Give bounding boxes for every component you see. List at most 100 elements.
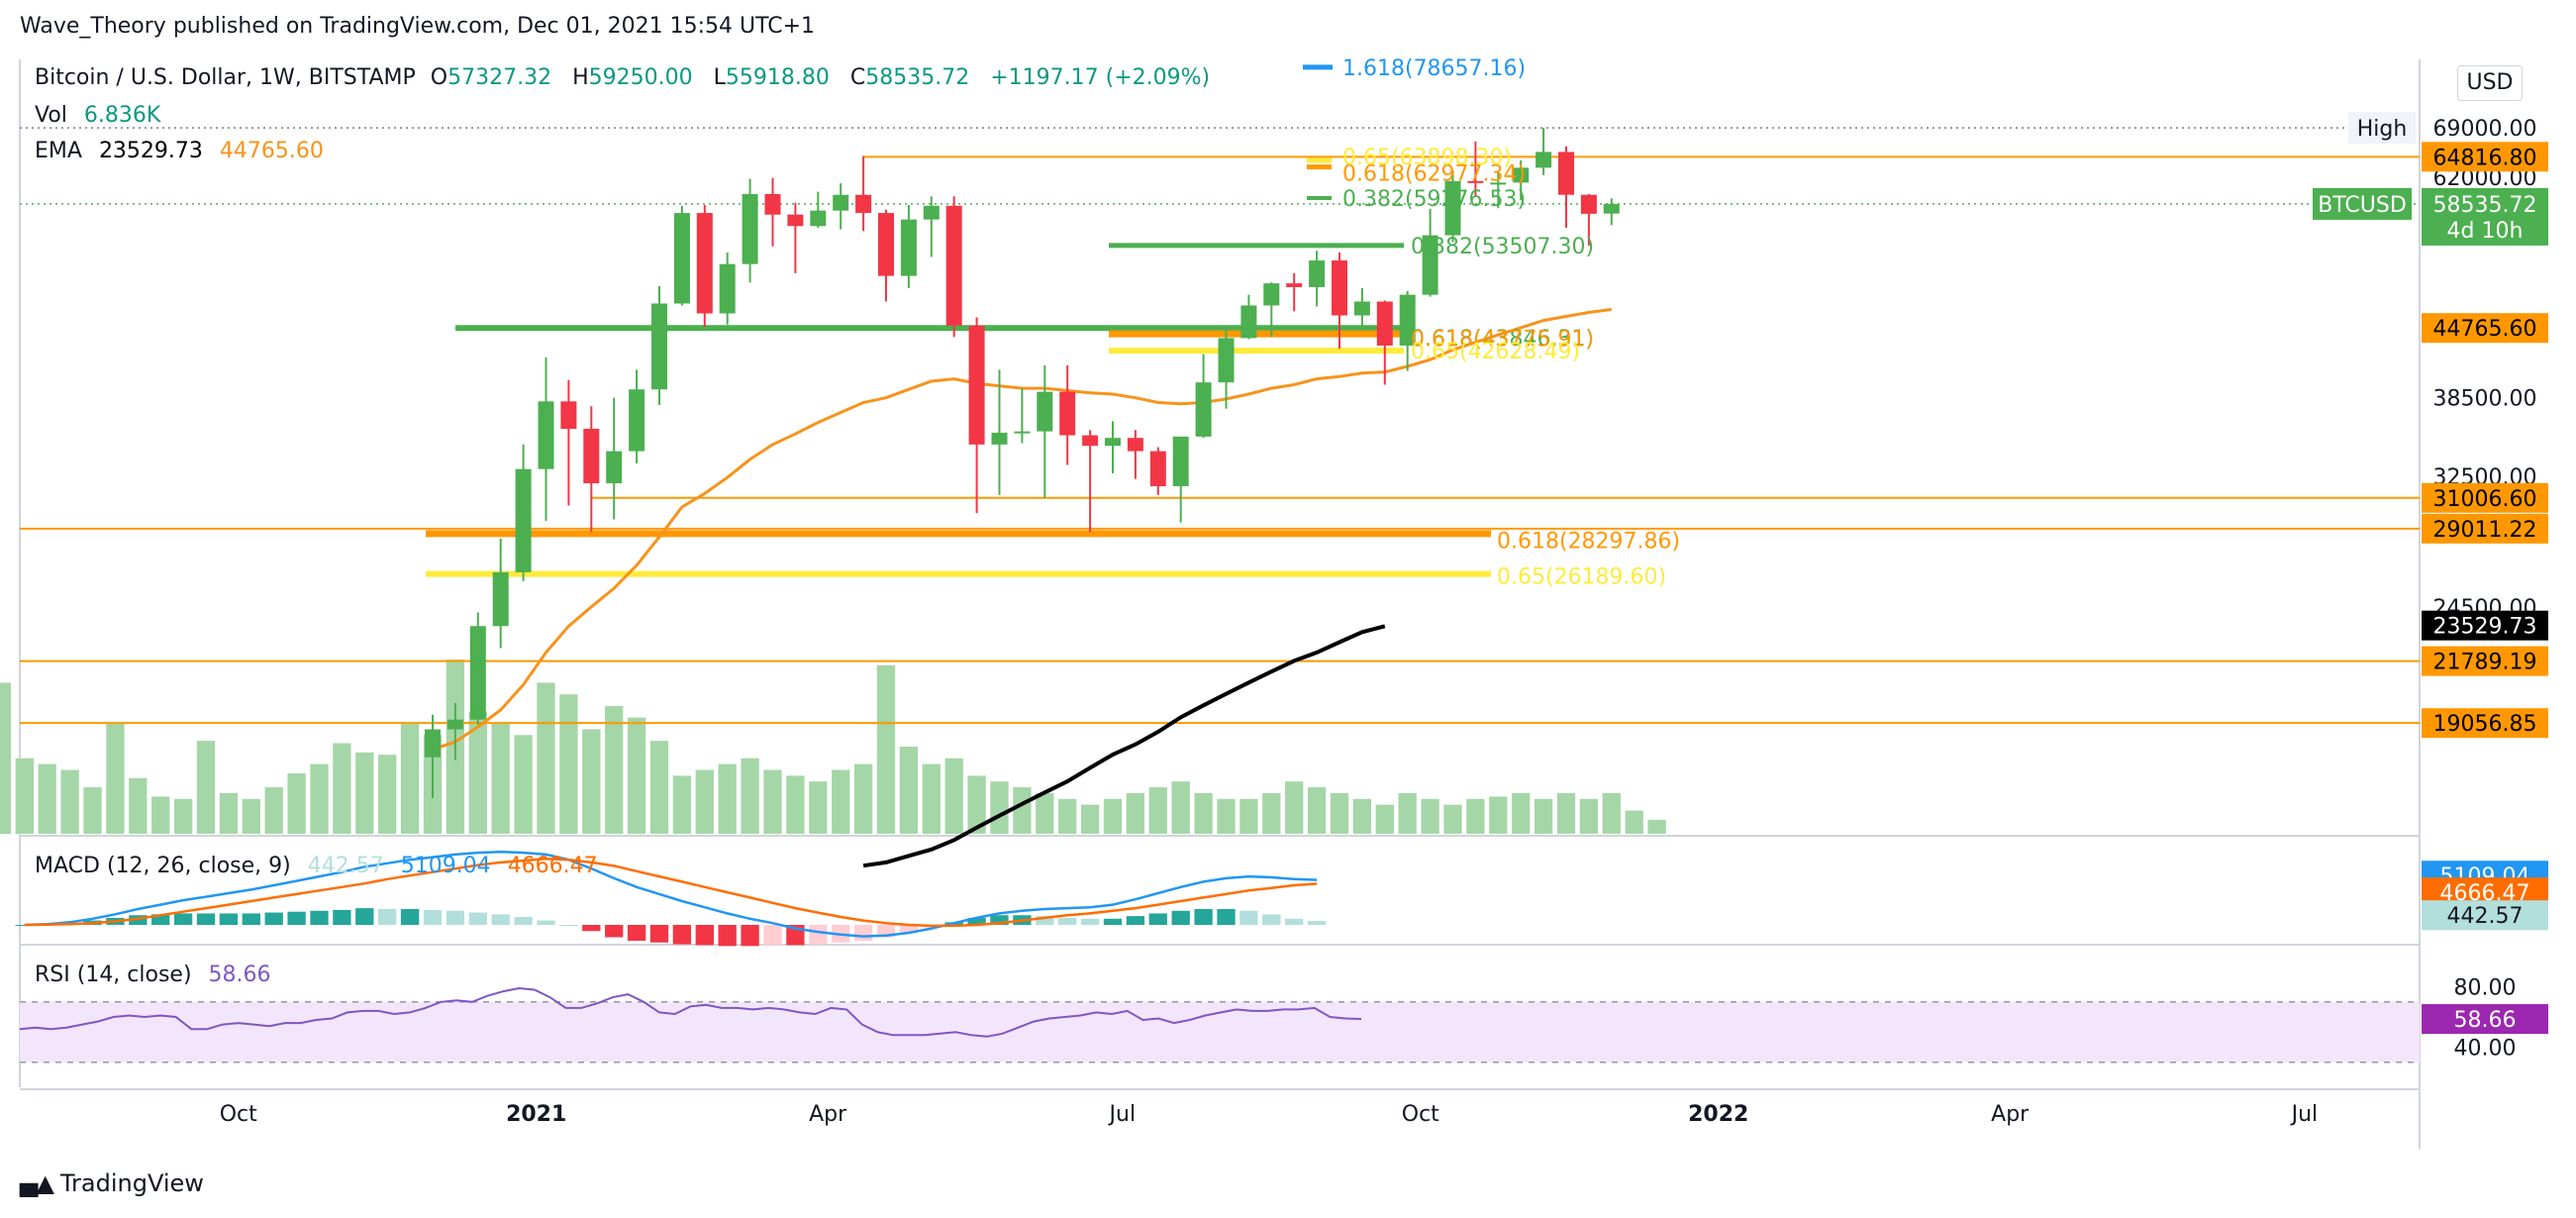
- volume-bar: [763, 769, 782, 834]
- volume-bar: [1036, 792, 1054, 834]
- ema-label[interactable]: EMA: [35, 139, 82, 163]
- macd-histogram-bar: [310, 910, 329, 925]
- high-tag-bg: [2348, 112, 2416, 145]
- candle-body: [1332, 260, 1347, 316]
- x-axis-tick-label: Apr: [809, 1102, 847, 1127]
- high-label: H: [572, 65, 589, 90]
- rsi-label[interactable]: RSI (14, close): [35, 963, 192, 987]
- price-tag-21789: 21789.19: [2433, 651, 2537, 675]
- vol-label[interactable]: Vol: [35, 103, 67, 128]
- macd-label[interactable]: MACD (12, 26, close, 9): [35, 854, 291, 878]
- fib-label: 0.65(42628.49): [1411, 340, 1580, 364]
- volume-bar: [695, 769, 714, 834]
- fib-label: 0.618(62977.34): [1342, 162, 1526, 187]
- high-tag: High: [2357, 117, 2408, 142]
- volume-bar: [0, 682, 12, 834]
- candle-body: [1127, 438, 1143, 452]
- price-tag-64816-bg: [2422, 142, 2548, 172]
- volume-bar: [38, 763, 56, 834]
- open-value: 57327.32: [447, 65, 552, 90]
- macd-hist-value: 442.57: [307, 854, 384, 878]
- fib-labels-layer: 1.618(78657.16) 0.618(62977.34)0.65(63898…: [1342, 56, 1680, 590]
- x-axis-tick-label: 2021: [506, 1102, 566, 1127]
- grid-layer: [19, 59, 2421, 1149]
- macd-histogram-bar: [1171, 910, 1190, 925]
- macd-histogram-bar: [582, 925, 601, 932]
- last-price-tag-bg: [2422, 187, 2548, 246]
- volume-bar: [853, 763, 873, 834]
- volume-bar: [1126, 792, 1145, 834]
- volume-bar: [310, 763, 329, 834]
- macd-signal-value: 4666.47: [507, 854, 598, 878]
- macd-histogram-bar: [763, 925, 782, 946]
- volume-bar: [967, 775, 986, 834]
- macd-layer: 5109.04 4666.47 442.57: [15, 850, 2548, 947]
- volume-bar: [173, 798, 193, 834]
- tradingview-logo-icon: ▄▲: [20, 1169, 54, 1197]
- volume-bar: [355, 752, 374, 834]
- volume-bar: [1398, 792, 1417, 834]
- candle-body: [833, 194, 849, 211]
- price-tag-ema-black-bg: [2422, 610, 2548, 641]
- last-price-value: 58535.72: [2433, 193, 2537, 218]
- volume-bar: [196, 741, 216, 834]
- macd-histogram-bar: [1217, 909, 1236, 925]
- volume-bar: [718, 763, 737, 834]
- volume-bar: [1194, 792, 1213, 834]
- candle-body: [1513, 167, 1530, 183]
- price-tag-44765: 44765.60: [2433, 317, 2537, 342]
- candle-body: [492, 571, 509, 627]
- candle-body: [719, 263, 736, 314]
- macd-histogram-bar: [468, 912, 487, 925]
- rsi-value: 58.66: [208, 963, 271, 987]
- volume-bar: [287, 772, 306, 834]
- volume-bar: [83, 787, 102, 834]
- volume-bar: [1421, 798, 1439, 834]
- macd-histogram-bar: [287, 911, 306, 925]
- volume-bar: [491, 723, 510, 834]
- volume-bar: [15, 758, 34, 834]
- currency-button[interactable]: USD: [2457, 65, 2523, 101]
- volume-bar: [400, 723, 420, 834]
- price-tag-44765-bg: [2422, 313, 2548, 344]
- volume-bar: [1330, 792, 1349, 834]
- macd-histogram-bar: [990, 915, 1009, 925]
- volume-bar: [922, 763, 941, 834]
- macd-histogram-bar: [1262, 914, 1281, 925]
- symbol-name[interactable]: Bitcoin / U.S. Dollar, 1W, BITSTAMP: [35, 65, 416, 90]
- volume-bar: [1352, 798, 1372, 834]
- volume-layer: [0, 660, 1666, 834]
- volume-bar: [537, 682, 555, 834]
- volume-bar: [1148, 787, 1167, 834]
- macd-histogram-bar: [809, 925, 828, 945]
- change-value: +1197.17 (+2.09%): [990, 65, 1211, 90]
- candle-body: [515, 468, 532, 572]
- volume-bar: [1602, 792, 1621, 834]
- volume-bar: [627, 717, 646, 834]
- fib-label: 0.382(53507.30): [1411, 235, 1594, 259]
- macd-histogram-bar: [242, 913, 260, 925]
- macd-histogram-bar: [378, 909, 397, 925]
- macd-signal-line: [24, 858, 1318, 928]
- candle-body: [1309, 260, 1326, 287]
- candle-body: [855, 194, 872, 214]
- brand-name: TradingView: [59, 1169, 204, 1197]
- fib-label: 0.618(43775.91): [1411, 328, 1594, 353]
- volume-bar: [1103, 798, 1123, 834]
- candle-body: [764, 193, 781, 215]
- high-value: 59250.00: [588, 65, 693, 90]
- macd-histogram-bar: [1126, 916, 1145, 925]
- macd-histogram-bar: [1103, 918, 1123, 925]
- price-tag-19056-bg: [2422, 708, 2548, 739]
- candle-body: [1240, 305, 1257, 339]
- symbol-header: Bitcoin / U.S. Dollar, 1W, BITSTAMP O573…: [35, 65, 1224, 90]
- macd-histogram-bar: [537, 920, 555, 925]
- volume-bar: [264, 787, 283, 834]
- tradingview-brand[interactable]: ▄▲ TradingView: [20, 1169, 204, 1197]
- candle-body: [673, 213, 690, 304]
- candle-body: [538, 401, 554, 469]
- macd-histogram-bar: [196, 913, 216, 925]
- volume-bar: [1443, 804, 1462, 834]
- ema-value-2: 44765.60: [219, 139, 324, 163]
- rsi-tag: 58.66: [2454, 1008, 2517, 1033]
